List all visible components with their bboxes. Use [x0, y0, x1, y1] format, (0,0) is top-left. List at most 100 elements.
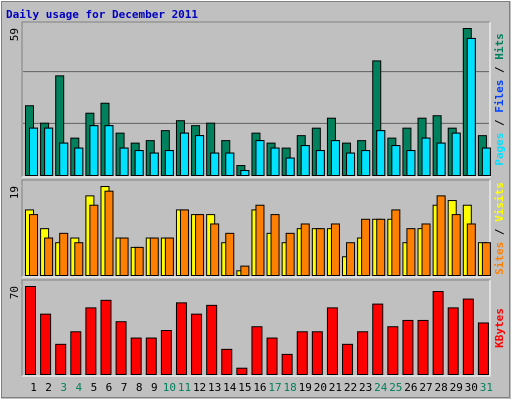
- bar: [330, 223, 340, 276]
- bar: [436, 142, 446, 176]
- bar: [221, 348, 233, 376]
- x-tick-label: 15: [238, 381, 251, 394]
- x-tick-label: 26: [404, 381, 417, 394]
- bar: [104, 190, 114, 276]
- x-tick-label: 12: [193, 381, 206, 394]
- x-tick-label: 24: [374, 381, 388, 394]
- x-tick-label: 22: [344, 381, 357, 394]
- bar: [89, 125, 99, 177]
- bar: [361, 218, 371, 276]
- bar: [315, 150, 325, 177]
- bar: [285, 232, 295, 276]
- bar: [164, 150, 174, 177]
- x-tick-label: 27: [419, 381, 432, 394]
- bar: [451, 132, 461, 177]
- bar: [160, 330, 172, 375]
- bar: [225, 152, 235, 177]
- bar: [342, 343, 354, 376]
- bar: [89, 204, 99, 277]
- bar: [255, 204, 265, 277]
- bar: [29, 214, 38, 277]
- x-tick-label: 17: [268, 381, 281, 394]
- bar: [130, 337, 142, 375]
- chart-title: Daily usage for December 2011: [6, 8, 198, 21]
- legend-separator: /: [493, 113, 506, 133]
- x-tick-label: 16: [253, 381, 266, 394]
- panel-border: [21, 179, 490, 277]
- bar: [206, 304, 218, 376]
- bar: [25, 286, 36, 375]
- bar: [119, 147, 129, 176]
- panel-border: [22, 180, 491, 278]
- x-tick-label: 2: [45, 381, 52, 394]
- bar: [85, 307, 97, 375]
- bar: [74, 242, 84, 276]
- bar: [40, 313, 52, 375]
- bar: [149, 237, 159, 277]
- bar: [357, 331, 369, 375]
- y-tick-label: 70: [8, 286, 21, 299]
- bar: [391, 209, 401, 276]
- bar: [391, 145, 401, 177]
- x-tick-label: 11: [178, 381, 191, 394]
- bar: [149, 152, 159, 177]
- bar: [311, 331, 323, 375]
- bar: [195, 214, 205, 277]
- bar: [195, 135, 205, 176]
- panel-border: [22, 280, 491, 377]
- bar: [240, 170, 250, 177]
- bar: [432, 291, 444, 375]
- bar: [55, 343, 67, 376]
- x-tick-label: 8: [136, 381, 143, 394]
- bar: [44, 127, 54, 176]
- bar: [326, 307, 338, 375]
- bar: [451, 214, 461, 277]
- bar: [417, 319, 429, 376]
- bar: [481, 242, 491, 276]
- bar: [481, 147, 491, 176]
- bar: [372, 303, 384, 376]
- x-tick-label: 21: [329, 381, 342, 394]
- bar: [29, 127, 38, 176]
- bar: [466, 37, 476, 177]
- x-tick-label: 7: [121, 381, 128, 394]
- bar: [376, 218, 386, 276]
- x-tick-label: 3: [60, 381, 67, 394]
- bar: [270, 147, 280, 176]
- x-tick-label: 13: [208, 381, 221, 394]
- bar: [266, 337, 278, 375]
- bar: [436, 195, 446, 276]
- panel-border: [22, 22, 491, 178]
- x-tick-label: 29: [450, 381, 463, 394]
- bar: [402, 319, 414, 376]
- bar: [251, 326, 263, 376]
- x-tick-label: 18: [284, 381, 297, 394]
- bar: [421, 223, 431, 276]
- y-tick-label: 19: [8, 186, 21, 199]
- bar: [421, 137, 431, 177]
- bar: [300, 145, 310, 177]
- bar: [100, 299, 112, 376]
- bar: [145, 337, 157, 375]
- bar: [330, 140, 340, 176]
- legend-entry: Sites: [493, 242, 506, 275]
- x-tick-label: 9: [151, 381, 158, 394]
- legend-entry: Visits: [493, 182, 506, 222]
- y-tick-label: 59: [8, 28, 21, 41]
- bar: [164, 237, 174, 277]
- bar: [406, 150, 416, 177]
- bar: [74, 147, 84, 176]
- x-tick-label: 31: [480, 381, 493, 394]
- legend-entry: KBytes: [493, 308, 506, 348]
- x-tick-label: 28: [434, 381, 447, 394]
- bar: [315, 228, 325, 277]
- x-tick-label: 4: [75, 381, 82, 394]
- bar: [134, 246, 144, 276]
- x-tick-label: 6: [106, 381, 113, 394]
- bar: [447, 307, 459, 375]
- bar: [285, 157, 295, 177]
- bar: [191, 313, 203, 375]
- bar: [361, 150, 371, 177]
- panel-border: [21, 21, 490, 177]
